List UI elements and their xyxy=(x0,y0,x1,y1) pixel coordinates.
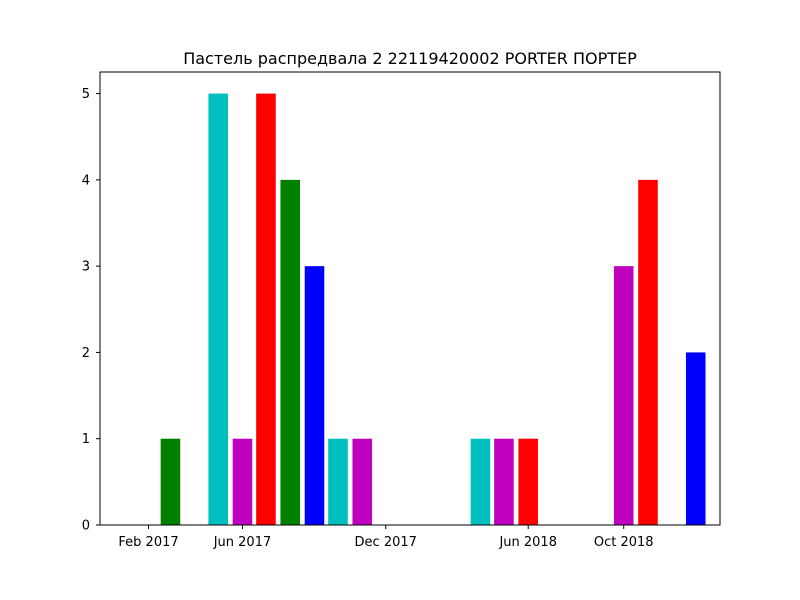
chart-bar xyxy=(613,266,634,525)
chart-bar xyxy=(328,438,348,525)
y-tick-label: 4 xyxy=(82,173,90,188)
x-tick-label: Jun 2017 xyxy=(213,535,272,550)
x-tick-label: Jun 2018 xyxy=(498,535,557,550)
y-tick-label: 0 xyxy=(82,519,90,534)
y-tick-label: 5 xyxy=(82,87,90,102)
chart-bar xyxy=(208,93,228,525)
y-tick-label: 2 xyxy=(82,346,90,361)
axes-layer: 0 1 2 3 4 5 Feb 2017 Jun 2017 Dec 2017 Jun 2018 Oc… xyxy=(82,71,721,550)
x-tick-label: Feb 2017 xyxy=(118,535,178,550)
plot-frame xyxy=(99,71,721,526)
x-tick-label: Oct 2018 xyxy=(594,535,654,550)
chart-bar xyxy=(256,93,276,525)
bars-layer xyxy=(160,93,706,526)
chart-bar xyxy=(638,179,658,526)
chart-bar xyxy=(280,179,301,526)
chart-bar xyxy=(352,438,373,525)
y-tick-label: 1 xyxy=(82,432,90,447)
x-tick-label: Dec 2017 xyxy=(355,535,417,550)
chart-bar xyxy=(304,266,325,525)
y-tick-label: 3 xyxy=(82,260,90,275)
chart-bar xyxy=(518,438,538,525)
chart-bar xyxy=(470,438,491,525)
chart-title: Пастель распредвала 2 22119420002 PORTER… xyxy=(183,49,637,68)
chart-bar xyxy=(232,438,253,525)
chart-bar xyxy=(685,352,706,525)
chart-bar xyxy=(494,438,514,525)
chart-bar xyxy=(160,438,181,525)
